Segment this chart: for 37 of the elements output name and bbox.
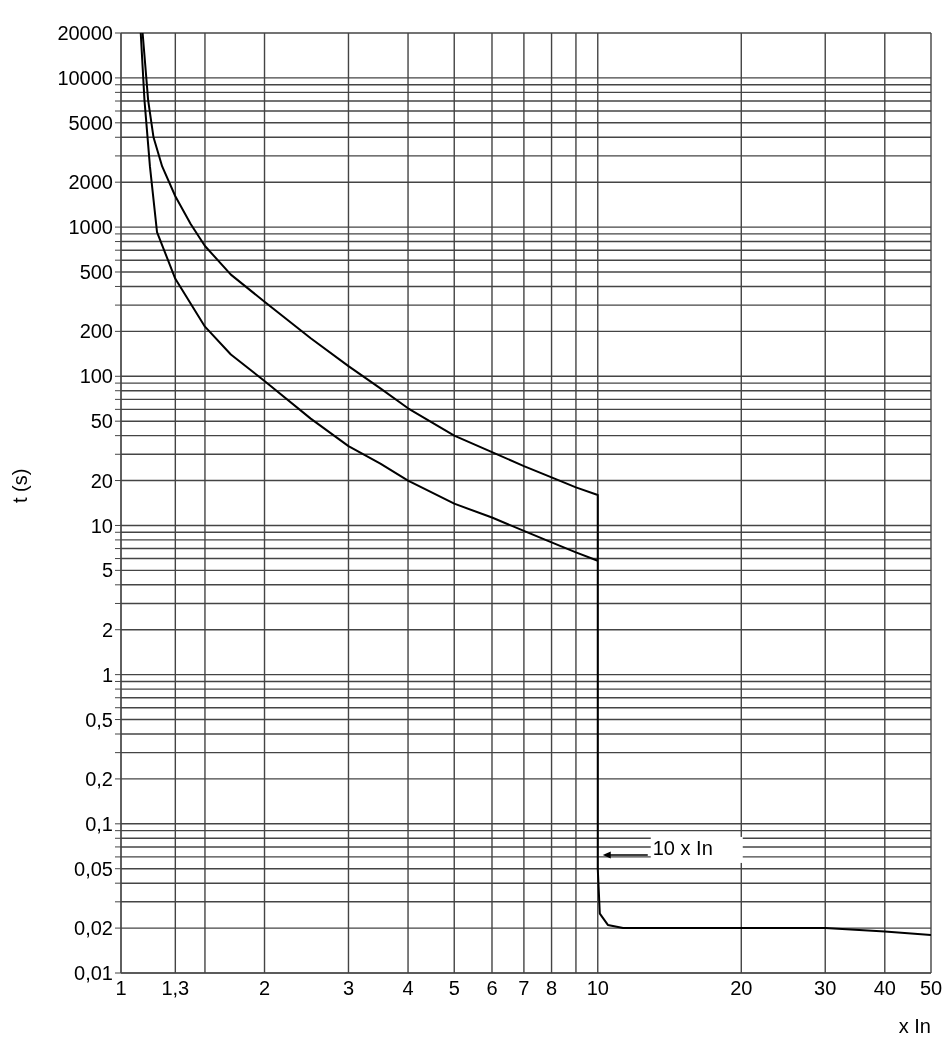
x-tick-label: 3 (342, 977, 355, 1000)
annotation: 10 x In (652, 836, 713, 859)
x-tick-label: 8 (545, 977, 558, 1000)
x-tick-label: 2 (258, 977, 271, 1000)
y-tick-label: 500 (79, 261, 113, 284)
y-tick-label: 20000 (57, 22, 113, 45)
y-tick-label: 0,2 (85, 768, 113, 791)
y-tick-label: 1000 (68, 216, 113, 239)
y-tick-label: 2 (101, 618, 113, 641)
y-tick-label: 0,01 (74, 962, 113, 985)
y-tick-label: 0,02 (74, 917, 113, 940)
y-tick-label: 50 (90, 410, 113, 433)
x-tick-label: 5 (448, 977, 460, 1000)
x-tick-label: 6 (486, 977, 498, 1000)
x-axis-title: x In (898, 1015, 931, 1037)
x-tick-label: 1,3 (161, 977, 190, 1000)
x-tick-label: 7 (518, 977, 530, 1000)
x-tick-label: 40 (873, 977, 896, 1000)
x-tick-label: 30 (814, 977, 837, 1000)
y-axis-title: t (s) (9, 468, 32, 503)
x-tick-label: 10 (586, 977, 609, 1000)
y-tick-label: 2000 (68, 171, 113, 194)
y-tick-label: 0,5 (85, 708, 113, 731)
x-tick-label: 4 (402, 977, 414, 1000)
y-tick-label: 0,1 (85, 812, 113, 835)
x-tick-label: 20 (730, 977, 753, 1000)
y-tick-label: 10 (90, 514, 113, 537)
y-tick-label: 0,05 (74, 857, 113, 880)
x-tick-label: 50 (919, 977, 943, 1000)
y-tick-label: 10000 (57, 67, 113, 90)
y-tick-label: 100 (79, 365, 113, 388)
y-tick-label: 1 (101, 663, 113, 686)
y-tick-label: 5 (101, 559, 113, 582)
y-tick-label: 5000 (68, 111, 113, 134)
y-tick-label: 200 (79, 320, 113, 343)
y-tick-label: 20 (90, 469, 113, 492)
x-tick-label: 1 (115, 977, 127, 1000)
